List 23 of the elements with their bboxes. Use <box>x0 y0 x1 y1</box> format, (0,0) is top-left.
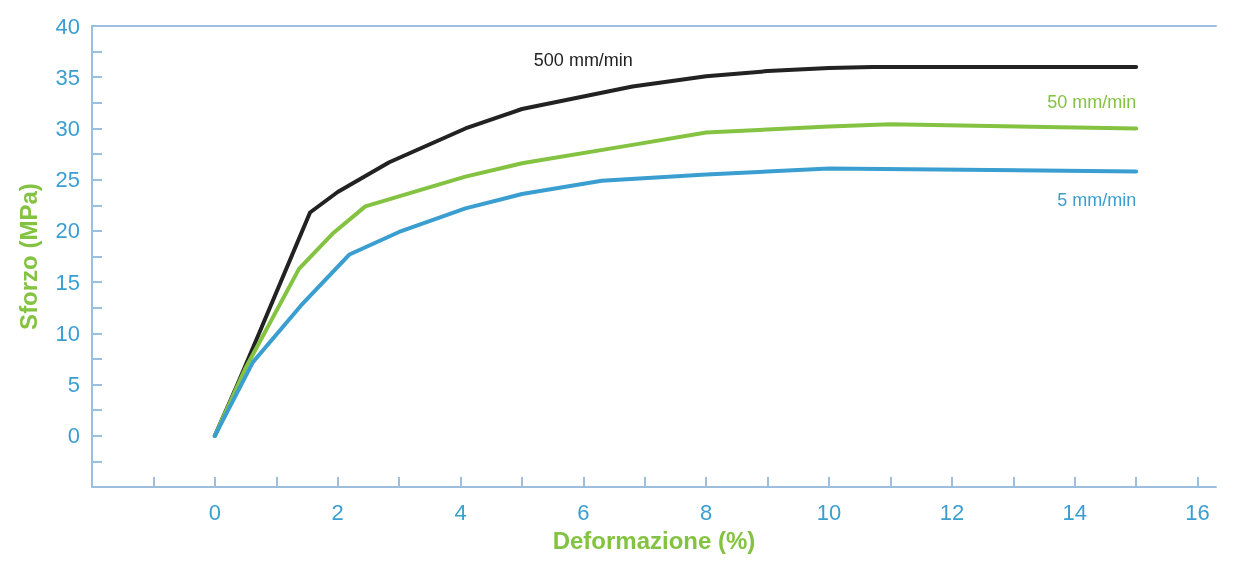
x-tick-label: 12 <box>939 499 965 525</box>
y-tick-label: 5 <box>67 372 80 398</box>
x-tick-label: 6 <box>577 499 590 525</box>
y-tick-label: 35 <box>55 64 80 90</box>
y-axis-title: Sforzo (MPa) <box>14 183 42 330</box>
series-label: 500 mm/min <box>533 50 633 71</box>
series-label: 5 mm/min <box>1057 189 1137 210</box>
y-tick-label: 20 <box>55 218 80 244</box>
x-tick-label: 2 <box>331 499 344 525</box>
y-tick-label: 40 <box>55 13 80 39</box>
x-tick-label: 14 <box>1062 499 1087 525</box>
y-tick-label: 25 <box>55 167 80 193</box>
y-tick-label: 30 <box>55 115 80 141</box>
x-tick-label: 10 <box>816 499 842 525</box>
series-label: 50 mm/min <box>1047 92 1137 113</box>
y-tick-label: 10 <box>55 320 80 346</box>
x-tick-label: 16 <box>1185 499 1210 525</box>
x-tick-label: 0 <box>208 499 221 525</box>
x-tick-label: 4 <box>454 499 467 525</box>
y-tick-label: 0 <box>67 423 80 449</box>
x-axis-title: Deformazione (%) <box>552 526 756 554</box>
x-tick-label: 8 <box>700 499 713 525</box>
y-tick-label: 15 <box>55 269 80 295</box>
